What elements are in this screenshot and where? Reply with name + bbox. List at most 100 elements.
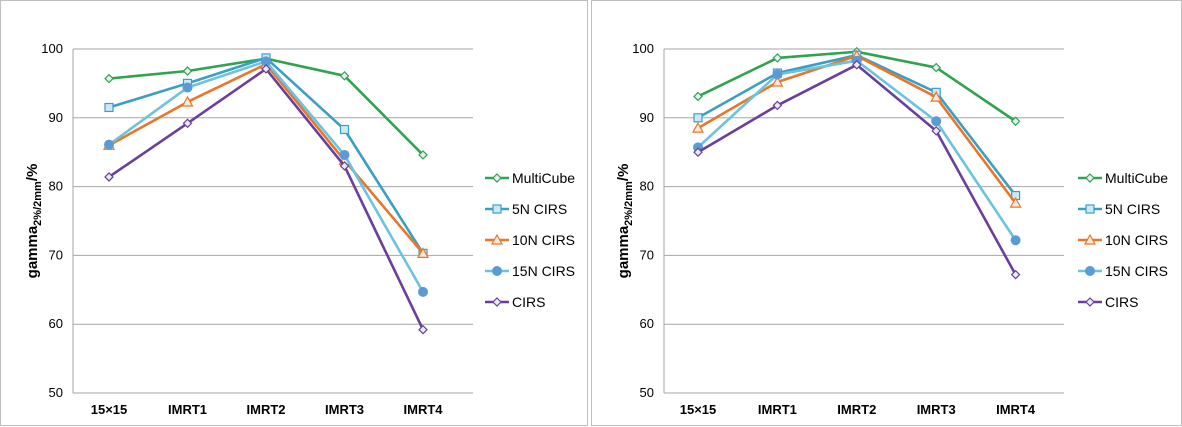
x-axis: 15×15 IMRT1 IMRT2 IMRT3 IMRT4 xyxy=(680,402,1036,417)
x-tick-label: IMRT1 xyxy=(168,402,207,417)
y-tick-label: 60 xyxy=(640,316,654,331)
x-tick-label: IMRT4 xyxy=(404,402,444,417)
chart-left: 50 60 70 80 90 100 15×15 IMRT1 IMRT2 IMRT3 IMRT4 ga… xyxy=(24,41,575,417)
legend-label: 10N CIRS xyxy=(512,232,575,248)
y-tick-label: 50 xyxy=(640,385,654,400)
data-point xyxy=(416,247,430,258)
legend-marker xyxy=(492,297,502,307)
data-point xyxy=(931,116,942,127)
legend-label: 15N CIRS xyxy=(1105,263,1168,279)
y-tick-label: 90 xyxy=(640,110,654,125)
chart-panel-left: 50 60 70 80 90 100 15×15 IMRT1 IMRT2 IMRT3 IMRT4 ga… xyxy=(0,0,588,426)
y-tick-label: 100 xyxy=(632,41,654,56)
legend-label: 10N CIRS xyxy=(1105,232,1168,248)
data-point xyxy=(182,66,193,76)
legend-marker xyxy=(1085,266,1095,276)
legend-marker xyxy=(492,204,502,214)
legend-label: 5N CIRS xyxy=(1105,201,1160,217)
data-point xyxy=(772,69,783,80)
legend-marker xyxy=(1085,204,1095,214)
legend-label: 15N CIRS xyxy=(512,263,575,279)
y-tick-label: 80 xyxy=(640,179,654,194)
series-5n-cirs xyxy=(104,53,428,258)
x-tick-label: 15×15 xyxy=(91,402,128,417)
series-line xyxy=(697,54,1017,204)
series-10n-cirs xyxy=(102,57,430,258)
data-point xyxy=(418,324,428,335)
y-tick-label: 50 xyxy=(49,385,63,400)
legend-marker xyxy=(492,266,502,276)
legend-label: MultiCube xyxy=(1105,170,1168,186)
data-point xyxy=(181,95,194,107)
legend-item: 10N CIRS xyxy=(1078,232,1168,248)
data-point xyxy=(104,73,114,84)
data-point xyxy=(418,286,428,297)
data-point xyxy=(691,121,705,133)
legend-marker xyxy=(1085,173,1095,183)
series-15n-cirs xyxy=(104,56,428,297)
legend-label: 5N CIRS xyxy=(512,201,567,217)
legend-item: CIRS xyxy=(485,294,545,310)
series-15n-cirs xyxy=(693,55,1021,246)
x-tick-label: IMRT2 xyxy=(837,402,876,417)
y-axis: 50 60 70 80 90 100 xyxy=(41,41,473,400)
data-point xyxy=(1010,235,1021,246)
data-point xyxy=(339,70,350,81)
data-point xyxy=(1010,116,1021,127)
legend-item: 5N CIRS xyxy=(1078,201,1160,217)
legend-marker xyxy=(1083,233,1097,245)
data-point xyxy=(693,91,703,102)
chart-right: 50 60 70 80 90 100 15×15 IMRT1 IMRT2 IMRT3 IMRT4 ga… xyxy=(615,41,1168,417)
data-point xyxy=(772,53,783,63)
series-cirs xyxy=(693,59,1021,280)
x-tick-label: IMRT3 xyxy=(325,402,364,417)
y-tick-label: 70 xyxy=(640,247,654,262)
data-point xyxy=(104,172,114,182)
y-axis: 50 60 70 80 90 100 xyxy=(632,41,1064,400)
y-tick-label: 70 xyxy=(49,247,63,262)
legend-item: MultiCube xyxy=(485,170,575,186)
legend-label: CIRS xyxy=(512,294,545,310)
data-point xyxy=(1009,196,1022,208)
legend-item: MultiCube xyxy=(1078,170,1168,186)
data-point xyxy=(104,102,114,113)
data-point xyxy=(930,90,943,102)
data-point xyxy=(851,59,862,70)
data-point xyxy=(931,62,942,73)
y-axis-label: gamma2%/2mm/% xyxy=(24,164,44,279)
y-tick-label: 90 xyxy=(49,110,63,125)
data-point xyxy=(771,75,784,87)
data-point xyxy=(182,82,193,93)
legend-label: MultiCube xyxy=(512,170,575,186)
legend-marker xyxy=(1085,297,1095,307)
legend-marker xyxy=(492,173,502,183)
legend-item: 15N CIRS xyxy=(485,263,575,279)
x-tick-label: 15×15 xyxy=(680,402,717,417)
data-point xyxy=(772,100,783,111)
legend-item: 5N CIRS xyxy=(485,201,567,217)
data-point xyxy=(182,118,193,129)
x-tick-label: IMRT1 xyxy=(758,402,797,417)
legend: MultiCube 5N CIRS 10N CIRS 15N CIRS CIRS xyxy=(1078,170,1168,310)
data-point xyxy=(104,139,114,150)
x-axis: 15×15 IMRT1 IMRT2 IMRT3 IMRT4 xyxy=(91,402,444,417)
y-tick-label: 80 xyxy=(49,179,63,194)
x-tick-label: IMRT3 xyxy=(917,402,956,417)
legend-item: 10N CIRS xyxy=(485,232,575,248)
data-point xyxy=(418,150,428,160)
data-point xyxy=(693,147,703,158)
legend-item: 15N CIRS xyxy=(1078,263,1168,279)
y-tick-label: 100 xyxy=(41,41,63,56)
data-point xyxy=(261,64,271,74)
data-point xyxy=(339,124,350,135)
legend: MultiCube 5N CIRS 10N CIRS 15N CIRS CIRS xyxy=(485,170,575,310)
x-tick-label: IMRT2 xyxy=(247,402,286,417)
y-tick-label: 60 xyxy=(49,316,63,331)
y-axis-label: gamma2%/2mm/% xyxy=(615,164,635,279)
legend-marker xyxy=(490,233,504,245)
series-line xyxy=(108,56,425,255)
legend-item: CIRS xyxy=(1078,294,1138,310)
data-point xyxy=(931,126,942,136)
data-point xyxy=(339,161,350,171)
chart-panel-right: 50 60 70 80 90 100 15×15 IMRT1 IMRT2 IMRT3 IMRT4 ga… xyxy=(591,0,1182,426)
